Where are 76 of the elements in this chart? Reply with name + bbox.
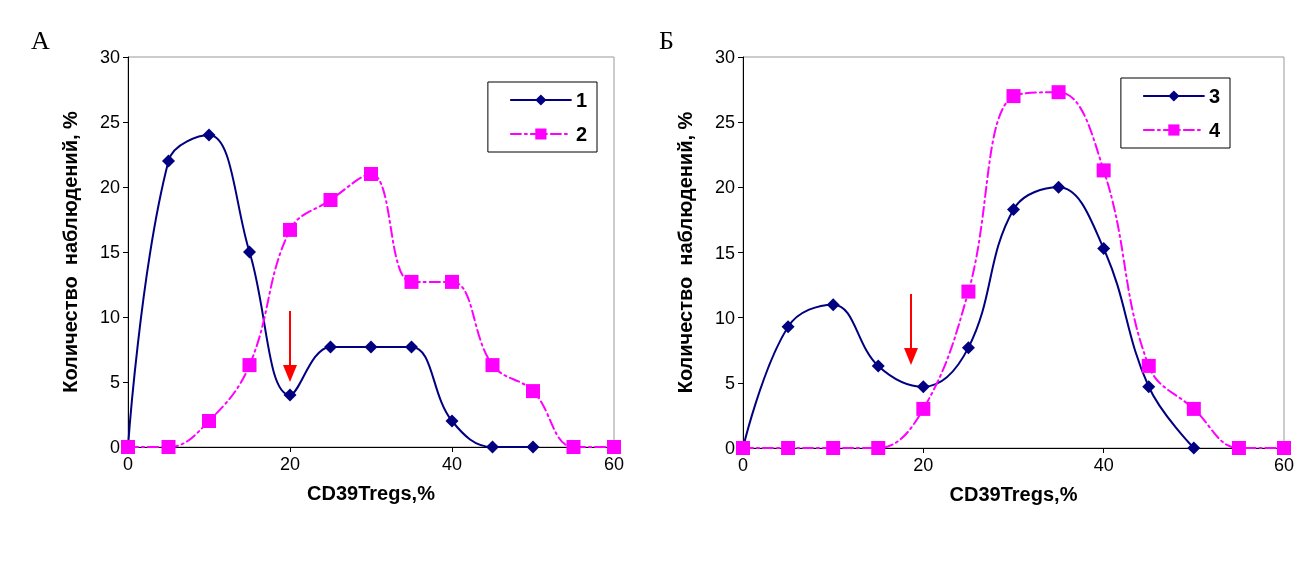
- point: [1007, 202, 1020, 216]
- y-tick-label: 15: [714, 242, 735, 263]
- point: [202, 128, 216, 142]
- point: [445, 414, 459, 428]
- point: [405, 340, 418, 354]
- point: [445, 274, 459, 289]
- point: [1142, 380, 1156, 394]
- x-axis-title: CD39Tregs,%: [307, 482, 436, 504]
- x-tick-label: 60: [1273, 455, 1295, 475]
- point: [871, 441, 886, 455]
- y-tick-label: 15: [99, 242, 120, 262]
- point: [283, 388, 297, 402]
- point: [526, 440, 540, 454]
- y-tick-label: 0: [109, 437, 120, 457]
- point: [1277, 441, 1291, 455]
- point: [1052, 180, 1066, 194]
- point: [961, 284, 976, 299]
- point: [826, 298, 840, 312]
- point: [324, 340, 337, 354]
- x-tick-label: 40: [441, 454, 463, 474]
- y-tick-label: 10: [99, 307, 120, 327]
- point: [826, 441, 841, 455]
- point: [404, 274, 419, 289]
- point: [486, 440, 499, 454]
- y-tick-label: 0: [724, 438, 735, 458]
- x-tick-label: 60: [603, 454, 625, 474]
- chart-title: Б: [659, 25, 674, 55]
- legend-label: 2: [575, 123, 587, 145]
- x-tick-label: 20: [279, 454, 301, 474]
- y-axis-title: Количество наблюдений, %: [674, 111, 696, 394]
- point: [1141, 358, 1156, 373]
- point: [526, 384, 540, 399]
- point: [871, 359, 885, 373]
- legend-label: 3: [1208, 85, 1220, 107]
- point: [961, 341, 975, 355]
- point: [916, 401, 931, 416]
- point: [323, 193, 338, 207]
- point: [202, 414, 216, 428]
- y-tick-label: 10: [714, 307, 735, 328]
- point: [916, 380, 930, 394]
- point: [364, 167, 378, 181]
- legend-label: 4: [1208, 119, 1221, 141]
- point: [1231, 441, 1246, 455]
- point: [485, 358, 500, 373]
- x-tick-label: 40: [1093, 455, 1114, 475]
- point: [1187, 441, 1201, 455]
- point: [781, 441, 796, 455]
- chart-title: А: [31, 25, 50, 55]
- point: [162, 154, 175, 168]
- point: [607, 440, 621, 454]
- point: [781, 320, 795, 334]
- point: [243, 245, 256, 259]
- point: [364, 340, 378, 354]
- point: [566, 440, 581, 454]
- point: [1096, 163, 1111, 178]
- point: [161, 440, 176, 454]
- y-axis-title: Количество наблюдений, %: [59, 110, 81, 393]
- x-tick-label: 0: [737, 455, 749, 475]
- y-tick-label: 25: [99, 112, 120, 132]
- y-tick-label: 25: [714, 112, 735, 133]
- y-tick-label: 5: [724, 372, 735, 393]
- point: [242, 358, 257, 373]
- point: [1097, 242, 1111, 256]
- y-tick-label: 5: [109, 372, 120, 392]
- y-tick-label: 30: [99, 47, 120, 67]
- x-axis-title: CD39Tregs,%: [949, 483, 1078, 505]
- x-tick-label: 20: [913, 455, 934, 475]
- x-tick-label: 0: [122, 454, 134, 474]
- point: [283, 222, 297, 237]
- point: [1051, 85, 1066, 100]
- y-tick-label: 20: [714, 177, 735, 198]
- y-tick-label: 30: [714, 47, 735, 67]
- legend-label: 1: [575, 89, 587, 111]
- y-tick-label: 20: [99, 177, 120, 197]
- point: [1186, 401, 1201, 416]
- point: [1006, 89, 1021, 104]
